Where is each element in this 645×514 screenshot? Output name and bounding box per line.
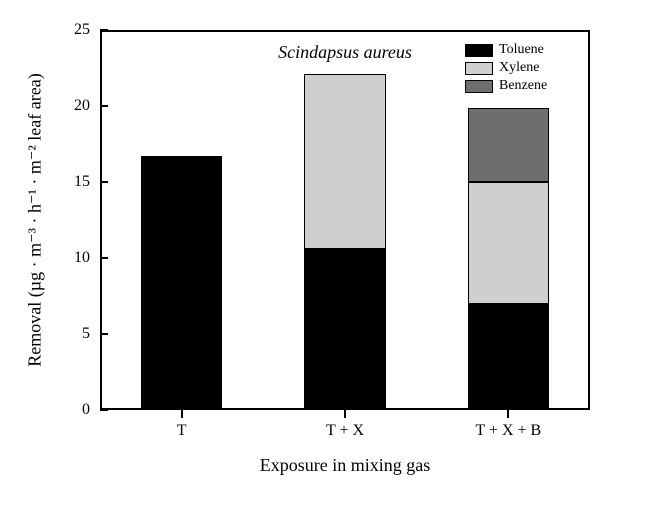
bar-segment (468, 182, 550, 304)
y-tick-label: 15 (60, 173, 90, 191)
legend-label: Benzene (499, 78, 547, 94)
y-tick-label: 5 (60, 325, 90, 343)
legend-item: Benzene (465, 78, 547, 94)
x-tick (181, 410, 183, 418)
y-tick (100, 409, 108, 411)
chart-container: Scindapsus aureus Toluene Xylene Benzene E… (0, 0, 645, 514)
legend: Toluene Xylene Benzene (465, 42, 547, 96)
legend-swatch (465, 44, 493, 57)
y-tick-label: 25 (60, 21, 90, 39)
y-tick (100, 333, 108, 335)
y-tick (100, 105, 108, 107)
x-tick-label: T + X + B (475, 422, 541, 440)
legend-label: Toluene (499, 42, 544, 58)
x-tick-label: T (177, 422, 187, 440)
legend-label: Xylene (499, 60, 539, 76)
bar-segment (468, 304, 550, 410)
y-tick (100, 29, 108, 31)
legend-item: Xylene (465, 60, 547, 76)
y-tick (100, 181, 108, 183)
bar-segment (304, 249, 386, 410)
chart-title: Scindapsus aureus (278, 42, 412, 63)
bar-segment (141, 156, 223, 410)
legend-item: Toluene (465, 42, 547, 58)
legend-swatch (465, 80, 493, 93)
y-tick-label: 20 (60, 97, 90, 115)
y-tick-label: 0 (60, 401, 90, 419)
x-tick (507, 410, 509, 418)
y-tick (100, 257, 108, 259)
y-axis-title: Removal (µg · m⁻³ · h⁻¹ · m⁻² leaf area) (25, 73, 46, 366)
x-axis-title: Exposure in mixing gas (260, 455, 430, 476)
y-tick-label: 10 (60, 249, 90, 267)
x-tick (344, 410, 346, 418)
legend-swatch (465, 62, 493, 75)
bar-segment (468, 108, 550, 182)
bar-segment (304, 74, 386, 249)
x-tick-label: T + X (326, 422, 364, 440)
